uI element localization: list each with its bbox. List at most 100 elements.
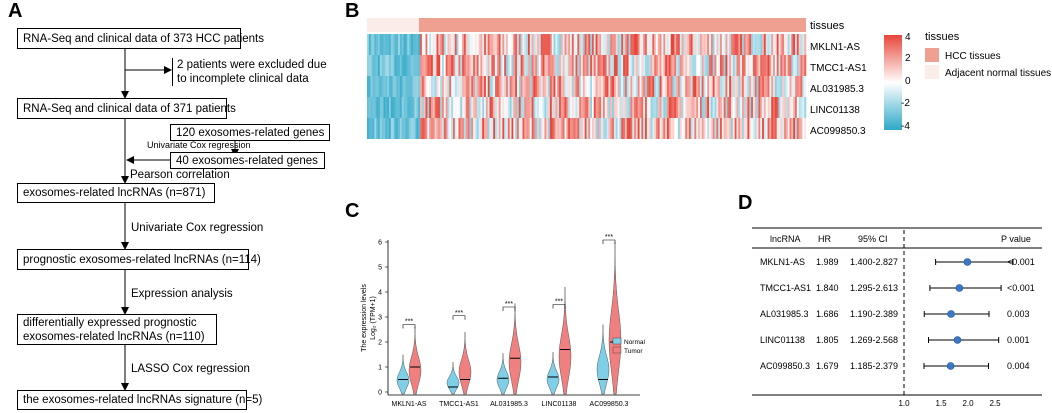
heatmap-cell [785, 55, 789, 76]
heatmap-cell [634, 34, 637, 55]
heatmap-cell [454, 97, 457, 118]
heatmap-cell [639, 97, 642, 118]
heatmap-cell [703, 118, 706, 139]
heatmap-cell [741, 34, 745, 55]
heatmap-cell [447, 76, 450, 97]
heatmap-cell [787, 118, 790, 139]
heatmap-cell [405, 55, 408, 76]
heatmap-cell [654, 55, 657, 76]
heatmap-cell [544, 76, 547, 97]
heatmap-cell [630, 76, 633, 97]
heatmap-cell [707, 97, 710, 118]
heatmap-cell [709, 118, 712, 139]
heatmap-cell [469, 97, 472, 118]
heatmap-cell [544, 97, 547, 118]
heatmap-cell [641, 97, 644, 118]
heatmap-cell [480, 118, 483, 139]
heatmap-cell [769, 34, 772, 55]
heatmap-cell [513, 55, 516, 76]
heatmap-cell [507, 34, 510, 55]
heatmap-cell [595, 55, 598, 76]
heatmap-cell [471, 55, 474, 76]
heatmap-cell [763, 55, 767, 76]
heatmap-cell [570, 76, 573, 97]
heatmap-cell [557, 55, 560, 76]
heatmap-cell [379, 97, 382, 118]
heatmap-cell [431, 76, 434, 97]
heatmap-cell [688, 34, 692, 55]
heatmap-cell [460, 118, 463, 139]
heatmap-cell [796, 118, 799, 139]
heatmap-cell [518, 97, 521, 118]
heatmap-cell [555, 76, 558, 97]
heatmap-cell [460, 76, 463, 97]
heatmap-cell [604, 97, 607, 118]
heatmap-cell [473, 76, 476, 97]
heatmap-cell [683, 34, 686, 55]
heatmap-cell [553, 97, 556, 118]
heatmap-cell [736, 97, 739, 118]
heatmap-cell [516, 34, 520, 55]
heatmap-cell [650, 55, 653, 76]
heatmap-cell [463, 55, 467, 76]
heatmap-cell [705, 97, 708, 118]
heatmap-cell [582, 97, 585, 118]
heatmap-cell [504, 55, 507, 76]
heatmap-cell [743, 34, 746, 55]
heatmap-cell [782, 97, 785, 118]
heatmap-cell [451, 34, 454, 55]
heatmap-cell [535, 97, 538, 118]
heatmap-cell [679, 34, 682, 55]
heatmap-cell [606, 118, 609, 139]
heatmap-cell [740, 55, 743, 76]
heatmap-cell [765, 34, 768, 55]
violin-ytick-label: 1 [378, 365, 382, 372]
heatmap-cell [403, 34, 406, 55]
heatmap-cell [367, 76, 370, 97]
heatmap-cell [672, 34, 675, 55]
heatmap-cell [559, 97, 562, 118]
heatmap-cell [491, 118, 494, 139]
heatmap-cell [776, 118, 779, 139]
forest-header-ci: 95% CI [858, 234, 888, 244]
heatmap-cell [559, 118, 562, 139]
heatmap-colorbar [884, 35, 902, 130]
heatmap-cell [390, 97, 393, 118]
heatmap-cell [427, 118, 430, 139]
heatmap-cell [696, 55, 699, 76]
forest-row-hr: 1.805 [816, 335, 839, 345]
heatmap-cell [445, 76, 448, 97]
heatmap-cell [385, 55, 388, 76]
heatmap-cell [506, 34, 509, 55]
heatmap-cell [387, 118, 390, 139]
heatmap-cell [442, 97, 445, 118]
significance-bracket [602, 239, 616, 244]
forest-row-ci: 1.400-2.827 [850, 257, 898, 267]
heatmap-cell [621, 76, 624, 97]
heatmap-cell [657, 34, 660, 55]
heatmap-cell [685, 118, 688, 139]
heatmap-cell [434, 97, 437, 118]
heatmap-cell [540, 55, 543, 76]
heatmap-cell [420, 97, 423, 118]
heatmap-cell [546, 118, 549, 139]
heatmap-cell [751, 34, 754, 55]
heatmap-cell [787, 55, 790, 76]
heatmap-cell [679, 97, 682, 118]
heatmap-cell [712, 118, 715, 139]
heatmap-cell [507, 118, 510, 139]
heatmap-cell [465, 34, 468, 55]
heatmap-cell [796, 55, 799, 76]
heatmap-cell [804, 34, 807, 55]
heatmap-cell [729, 97, 732, 118]
heatmap-cell [798, 97, 801, 118]
heatmap-cell [414, 55, 417, 76]
heatmap-cell [529, 34, 532, 55]
heatmap-cell [376, 34, 379, 55]
heatmap-cell [577, 34, 580, 55]
heatmap-cell [784, 97, 787, 118]
heatmap-cell [377, 97, 381, 118]
heatmap-cell [612, 34, 615, 55]
heatmap-cell [518, 34, 521, 55]
panel-label-c: C [345, 200, 360, 222]
